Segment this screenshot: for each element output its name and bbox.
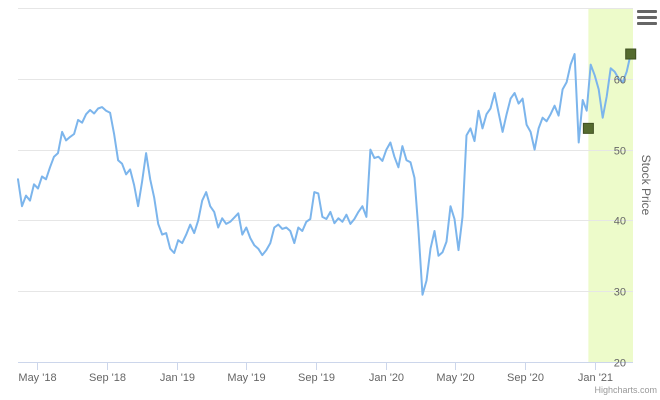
menu-bar-middle xyxy=(637,16,657,19)
x-tick-label: Sep '19 xyxy=(298,372,335,384)
y-tick-label: 60 xyxy=(614,75,626,87)
y-gridlines xyxy=(18,8,633,363)
x-tick-label: Jan '21 xyxy=(578,372,613,384)
x-axis xyxy=(18,362,633,370)
x-tick-label: May '19 xyxy=(227,372,265,384)
credits-link[interactable]: Highcharts.com xyxy=(594,385,657,395)
menu-bar-bottom xyxy=(637,22,657,25)
marker-layer xyxy=(582,48,637,134)
x-tick-label: May '18 xyxy=(18,372,56,384)
menu-bar-top xyxy=(637,10,657,13)
tick-labels: 20 30 40 50 60 May '18 Sep '18 Jan '19 May '19 Se… xyxy=(18,75,626,385)
x-tick-label: Sep '18 xyxy=(89,372,126,384)
y-tick-label: 20 xyxy=(614,358,626,370)
y-axis-title: Stock Price xyxy=(639,155,653,216)
x-tick-label: Sep '20 xyxy=(507,372,544,384)
series-layer xyxy=(17,53,632,296)
x-tick-label: May '20 xyxy=(436,372,474,384)
marker-end[interactable] xyxy=(625,48,637,60)
x-tick-label: Jan '20 xyxy=(369,372,404,384)
y-tick-label: 40 xyxy=(614,216,626,228)
price-series-line xyxy=(17,53,632,296)
y-tick-label: 50 xyxy=(614,146,626,158)
x-tick-label: Jan '19 xyxy=(160,372,195,384)
marker-start[interactable] xyxy=(582,122,594,134)
hamburger-menu-icon[interactable] xyxy=(636,10,658,28)
y-tick-label: 30 xyxy=(614,287,626,299)
highlight-band xyxy=(588,8,633,362)
highlight-band-layer xyxy=(588,8,633,362)
